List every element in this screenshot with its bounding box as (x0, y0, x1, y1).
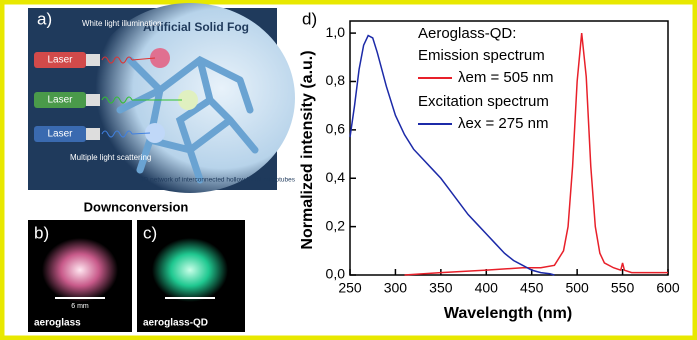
x-axis-label: Wavelength (nm) (444, 305, 572, 322)
series-line (404, 33, 668, 276)
plot-frame (349, 20, 669, 276)
y-axis-label: Normalized intensity (a.u.) (299, 50, 316, 249)
legend-title: Aeroglass-QD: (418, 25, 516, 42)
panel-label: b) (34, 223, 49, 242)
scattering-label: Multiple light scattering (70, 153, 151, 162)
laser-label: Laser (47, 129, 73, 140)
y-tick-label: 1,0 (326, 24, 346, 40)
scatter-green (178, 90, 198, 110)
y-tick-label: 0,6 (326, 121, 346, 137)
x-tick-label: 300 (384, 280, 408, 296)
photo-caption: aeroglass-QD (143, 318, 208, 329)
network-label: 3D network of interconnected hollow h-BN… (140, 177, 296, 184)
scatter-blue (145, 123, 165, 143)
x-tick-label: 450 (520, 280, 544, 296)
panel-label: a) (37, 9, 52, 28)
y-tick-label: 0,4 (326, 169, 346, 185)
x-tick-label: 350 (429, 280, 453, 296)
laser-label: Laser (47, 95, 73, 106)
x-tick-label: 250 (338, 280, 362, 296)
x-tick-label: 600 (656, 280, 680, 296)
y-tick-label: 0,8 (326, 72, 346, 88)
x-tick-label: 400 (475, 280, 499, 296)
illustration-title: Artificial Solid Fog (143, 20, 249, 34)
x-tick-label: 500 (565, 280, 589, 296)
x-tick-label: 550 (611, 280, 635, 296)
panel-label: d) (302, 9, 317, 28)
legend-label: λex = 275 nm (458, 115, 548, 132)
photo-caption: aeroglass (34, 318, 81, 329)
legend-label: λem = 505 nm (458, 69, 553, 86)
legend-heading: Emission spectrum (418, 47, 545, 64)
scatter-red (150, 48, 170, 68)
y-tick-label: 0,0 (326, 266, 346, 282)
series-line (349, 34, 555, 276)
illumination-label: White light illumination (82, 19, 162, 28)
panel-label: c) (143, 223, 157, 242)
lasers (34, 52, 182, 142)
sample-glow (152, 238, 228, 302)
legend-heading: Excitation spectrum (418, 93, 549, 110)
y-tick-label: 0,2 (326, 217, 346, 233)
sample-glow (42, 238, 118, 302)
scale-label: 6 mm (71, 303, 89, 310)
laser-label: Laser (47, 55, 73, 66)
photos-title: Downconversion (84, 199, 189, 214)
